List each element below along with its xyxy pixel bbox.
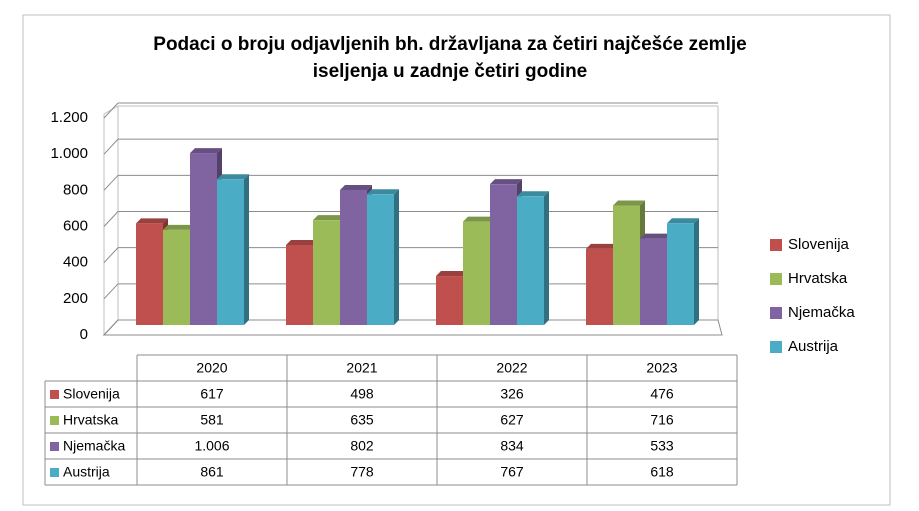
table-row-label: Njemačka [63, 438, 125, 454]
bar-front [136, 223, 163, 325]
grid-segment [103, 174, 718, 191]
x-tick-label: 2020 [196, 360, 227, 376]
bar-top [436, 271, 468, 277]
bar-front [490, 184, 517, 325]
y-tick-label: 1.000 [50, 145, 88, 162]
bar-front [517, 196, 544, 325]
table-cell: 834 [500, 438, 524, 454]
side-wall [103, 105, 119, 337]
bar [217, 174, 249, 325]
bar-top [286, 239, 318, 245]
table-swatch [50, 468, 59, 477]
bar [313, 215, 345, 325]
y-tick-label: 600 [63, 217, 88, 234]
legend-label: Austrija [788, 338, 839, 355]
grid-segment [103, 102, 718, 119]
grid-segment [103, 138, 718, 155]
bar-front [436, 276, 463, 325]
bar-front [163, 229, 190, 325]
table-row-label: Austrija [63, 464, 110, 480]
table-cell: 635 [350, 412, 374, 428]
y-tick-label: 400 [63, 254, 88, 271]
bar-front [217, 179, 244, 325]
table-cell: 581 [200, 412, 224, 428]
bar-top [463, 216, 495, 222]
y-tick-label: 1.200 [50, 109, 88, 126]
grid-line [103, 102, 718, 119]
bar-side [694, 218, 699, 325]
table-cell: 1.006 [194, 438, 229, 454]
bar-front [640, 238, 667, 325]
bar-top [640, 233, 672, 239]
grid-line [103, 174, 718, 191]
bar-top [517, 191, 549, 197]
chart-title: Podaci o broju odjavljenih bh. državljan… [153, 34, 746, 55]
bar-top [163, 224, 195, 230]
bar-front [667, 223, 694, 325]
table-cell: 498 [350, 386, 374, 402]
table-cell: 476 [650, 386, 674, 402]
bar-top [190, 148, 222, 154]
table-cell: 533 [650, 438, 674, 454]
legend-label: Njemačka [788, 304, 855, 321]
table-cell: 627 [500, 412, 524, 428]
bar-top [136, 218, 168, 224]
table-row-label: Hrvatska [63, 412, 118, 428]
bar-front [190, 153, 217, 325]
x-tick-label: 2022 [496, 360, 527, 376]
legend-label: Hrvatska [788, 270, 848, 287]
table-cell: 716 [650, 412, 674, 428]
table-cell: 767 [500, 464, 524, 480]
bar [367, 189, 399, 325]
table-row-label: Slovenija [63, 386, 120, 402]
y-tick-label: 200 [63, 290, 88, 307]
table-cell: 778 [350, 464, 374, 480]
bar-front [313, 220, 340, 325]
grid-line [103, 138, 718, 155]
bar-top [313, 215, 345, 221]
bar-front [286, 244, 313, 325]
bar-side [244, 174, 249, 325]
y-tick-label: 800 [63, 181, 88, 198]
legend-label: Slovenija [788, 236, 850, 253]
bar-front [340, 189, 367, 325]
bar-side [544, 191, 549, 325]
table-cell: 617 [200, 386, 224, 402]
bar-side [394, 189, 399, 325]
legend-swatch [770, 307, 782, 319]
bar-top [367, 189, 399, 195]
legend-swatch [770, 239, 782, 251]
x-tick-label: 2023 [646, 360, 677, 376]
table-cell: 861 [200, 464, 224, 480]
bar [667, 218, 699, 325]
bar-top [586, 243, 618, 249]
bar-front [586, 248, 613, 325]
bar-top [613, 200, 645, 206]
bar-top [667, 218, 699, 224]
y-tick-label: 0 [80, 326, 88, 343]
bar-front [613, 205, 640, 325]
table-cell: 618 [650, 464, 674, 480]
bar-front [367, 194, 394, 325]
legend-swatch [770, 341, 782, 353]
table-swatch [50, 416, 59, 425]
bar-top [217, 174, 249, 180]
legend-swatch [770, 273, 782, 285]
bar-top [340, 184, 372, 190]
bar-front [463, 221, 490, 325]
table-cell: 326 [500, 386, 524, 402]
x-tick-label: 2021 [346, 360, 377, 376]
bar-top [490, 179, 522, 185]
table-swatch [50, 390, 59, 399]
chart-title: iseljenja u zadnje četiri godine [313, 61, 588, 82]
bar [517, 191, 549, 325]
table-cell: 802 [350, 438, 374, 454]
table-swatch [50, 442, 59, 451]
